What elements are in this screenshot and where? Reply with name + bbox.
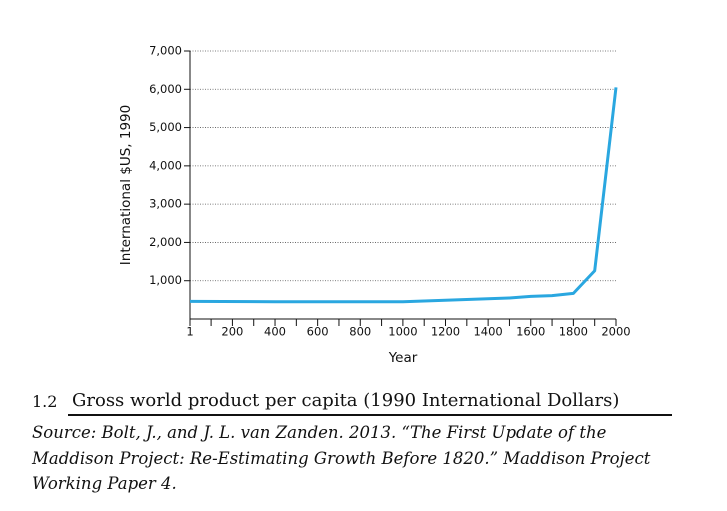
caption-rule — [68, 414, 672, 416]
x-tick-label: 1200 — [431, 325, 460, 339]
source-line: Maddison Project: Re-Estimating Growth B… — [32, 448, 651, 468]
y-tick-label: 5,000 — [149, 120, 182, 134]
y-tick-label: 7,000 — [149, 44, 182, 58]
y-axis-label: International $US, 1990 — [118, 105, 134, 265]
y-tick-label: 4,000 — [149, 158, 182, 172]
x-tick-label: 1000 — [388, 325, 417, 339]
x-tick-label: 800 — [349, 325, 371, 339]
chart: International $US, 1990 Year 1,000 2,000 3… — [118, 44, 631, 367]
x-tick-label: 1400 — [473, 325, 502, 339]
y-tick-label: 3,000 — [149, 197, 182, 211]
source-line: Working Paper 4. — [32, 474, 177, 493]
x-tick-label: 1600 — [516, 325, 545, 339]
x-axis-label: Year — [388, 350, 418, 366]
caption-title: Gross world product per capita (1990 Int… — [72, 390, 620, 411]
x-tick-label: 1 — [186, 325, 193, 339]
x-tick-label: 200 — [221, 325, 243, 339]
x-tick-label: 400 — [264, 325, 286, 339]
y-tick-label: 6,000 — [149, 82, 182, 96]
x-tick-label: 2000 — [601, 325, 630, 339]
x-tick-label: 1800 — [559, 325, 588, 339]
data-line — [189, 87, 618, 304]
y-tick-label: 1,000 — [149, 273, 182, 287]
caption-number: 1.2 — [32, 392, 58, 411]
x-tick-label: 600 — [307, 325, 329, 339]
y-tick-label: 2,000 — [149, 235, 182, 249]
source-line: Source: Bolt, J., and J. L. van Zanden. … — [32, 423, 607, 442]
